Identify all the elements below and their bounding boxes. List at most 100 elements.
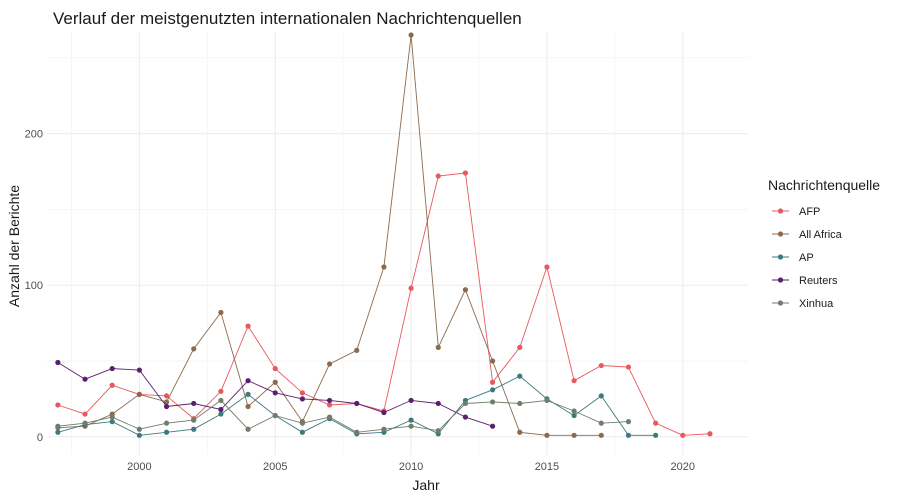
data-point-all-africa xyxy=(272,379,278,385)
y-tick-label: 100 xyxy=(25,280,43,292)
legend-label: AP xyxy=(799,252,814,264)
data-point-xinhua xyxy=(326,414,333,420)
data-point-xinhua xyxy=(435,428,441,434)
data-point-xinhua xyxy=(136,426,142,432)
data-point-afp xyxy=(517,344,523,350)
data-point-reuters xyxy=(218,406,224,413)
data-point-afp xyxy=(435,173,441,179)
series-layer xyxy=(55,32,713,438)
legend-key-point xyxy=(777,277,784,283)
data-point-afp xyxy=(218,388,224,394)
data-point-reuters xyxy=(136,367,142,373)
data-point-all-africa xyxy=(462,287,469,293)
y-tick-label: 0 xyxy=(37,432,43,444)
data-point-all-africa xyxy=(598,432,604,438)
data-point-afp xyxy=(707,431,713,437)
data-point-ap xyxy=(109,419,115,425)
data-point-xinhua xyxy=(245,426,251,432)
data-point-afp xyxy=(272,365,278,372)
data-point-xinhua xyxy=(82,420,88,426)
data-point-all-africa xyxy=(544,432,550,438)
series-all-africa xyxy=(55,32,604,438)
grid xyxy=(47,32,748,455)
x-tick-label: 2020 xyxy=(671,461,695,473)
data-point-xinhua xyxy=(625,419,632,425)
series-reuters xyxy=(55,359,496,429)
data-point-ap xyxy=(245,391,251,397)
legend-key-point xyxy=(777,254,784,260)
data-point-ap xyxy=(55,429,61,435)
legend-key-point xyxy=(777,231,784,237)
series-line-xinhua xyxy=(57,399,629,433)
data-point-xinhua xyxy=(218,397,224,404)
data-point-afp xyxy=(653,420,659,426)
data-point-afp xyxy=(544,264,550,270)
data-point-afp xyxy=(163,393,170,399)
series-line-afp xyxy=(57,172,711,436)
data-point-reuters xyxy=(326,397,333,404)
data-point-xinhua xyxy=(299,420,306,426)
legend-item-all-africa: All Africa xyxy=(772,229,843,241)
data-point-afp xyxy=(55,402,61,408)
legend-item-reuters: Reuters xyxy=(772,275,838,287)
data-point-xinhua xyxy=(408,423,414,429)
legend-label: All Africa xyxy=(799,229,843,241)
data-point-afp xyxy=(299,390,306,396)
data-point-reuters xyxy=(55,359,61,366)
data-point-xinhua xyxy=(191,417,197,423)
data-point-reuters xyxy=(489,423,496,429)
data-point-ap xyxy=(191,426,197,432)
data-point-xinhua xyxy=(163,420,170,426)
data-point-reuters xyxy=(82,376,88,382)
data-point-xinhua xyxy=(109,414,115,420)
data-point-reuters xyxy=(435,400,441,407)
data-point-all-africa xyxy=(163,399,170,405)
legend: Nachrichtenquelle AFP All Africa AP Reuters… xyxy=(768,177,880,310)
data-point-xinhua xyxy=(489,399,496,405)
data-point-ap xyxy=(625,432,632,438)
x-tick-label: 2005 xyxy=(263,461,287,473)
x-tick-label: 2010 xyxy=(399,461,423,473)
data-point-reuters xyxy=(299,396,306,402)
chart-title: Verlauf der meistgenutzten international… xyxy=(53,9,522,28)
legend-label: AFP xyxy=(799,206,820,218)
data-point-all-africa xyxy=(517,429,523,435)
data-point-reuters xyxy=(408,397,414,404)
data-point-ap xyxy=(163,429,170,435)
data-point-ap xyxy=(408,417,414,423)
data-point-afp xyxy=(408,285,414,291)
series-afp xyxy=(55,170,713,438)
data-point-all-africa xyxy=(191,346,197,352)
data-point-all-africa xyxy=(326,361,333,367)
data-point-ap xyxy=(136,432,142,438)
x-axis-title: Jahr xyxy=(412,477,440,493)
data-point-afp xyxy=(245,323,251,329)
data-point-all-africa xyxy=(136,391,142,397)
data-point-xinhua xyxy=(517,400,523,407)
data-point-afp xyxy=(625,364,632,370)
data-point-all-africa xyxy=(435,344,441,350)
data-point-ap xyxy=(517,373,523,379)
data-point-afp xyxy=(571,378,577,384)
data-point-afp xyxy=(326,402,333,408)
data-point-xinhua xyxy=(598,420,604,426)
data-point-afp xyxy=(598,362,604,369)
data-point-afp xyxy=(462,170,469,176)
data-point-xinhua xyxy=(544,397,550,404)
data-point-reuters xyxy=(354,400,360,407)
series-xinhua xyxy=(55,397,632,435)
data-point-ap xyxy=(598,393,604,399)
legend-key-point xyxy=(777,300,784,306)
legend-item-ap: AP xyxy=(772,252,814,264)
data-point-reuters xyxy=(191,400,197,407)
data-point-afp xyxy=(489,379,496,385)
data-point-all-africa xyxy=(489,358,496,364)
data-point-reuters xyxy=(272,390,278,396)
data-point-ap xyxy=(299,429,306,435)
legend-label: Xinhua xyxy=(799,298,834,310)
data-point-reuters xyxy=(163,403,170,410)
data-point-all-africa xyxy=(245,403,251,410)
data-point-reuters xyxy=(381,409,387,416)
axis-ticks: 2000 2005 2010 2015 2020 0 100 200 xyxy=(25,129,695,473)
